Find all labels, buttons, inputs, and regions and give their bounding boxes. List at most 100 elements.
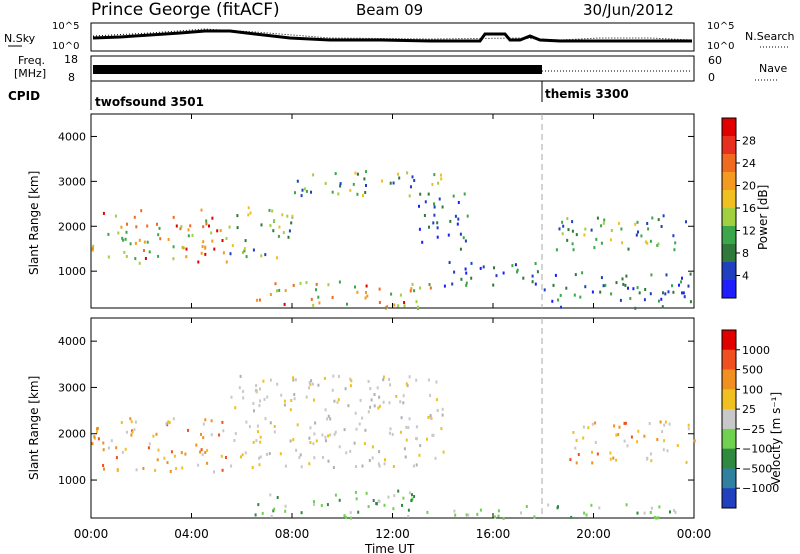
range-gate-cell (663, 423, 666, 427)
range-gate-cell (516, 268, 519, 272)
range-gate-cell (561, 232, 564, 236)
range-gate-cell (403, 304, 406, 308)
range-gate-cell (120, 421, 123, 424)
range-gate-cell (292, 378, 295, 382)
range-gate-cell (378, 500, 381, 503)
range-gate-cell (569, 458, 572, 462)
y-tick-label: 2000 (58, 428, 86, 441)
range-gate-cell (659, 420, 662, 424)
colorbar-tick-label: −100 (742, 443, 772, 456)
range-gate-cell (289, 408, 292, 412)
range-gate-cell (635, 233, 638, 237)
range-gate-cell (268, 208, 271, 212)
range-gate-cell (600, 224, 603, 228)
range-gate-cell (644, 240, 647, 244)
range-gate-cell (591, 461, 594, 465)
range-gate-cell (327, 459, 330, 463)
range-gate-cell (312, 442, 315, 446)
range-gate-cell (668, 422, 671, 426)
range-gate-cell (125, 230, 128, 234)
range-gate-cell (421, 240, 424, 244)
range-gate-cell (359, 398, 362, 402)
range-gate-cell (428, 225, 430, 229)
range-gate-cell (115, 446, 118, 450)
velocity-ylabel: Slant Range [km] (27, 376, 41, 480)
range-gate-cell (378, 404, 381, 408)
range-gate-cell (249, 211, 252, 215)
range-gate-cell (433, 213, 436, 217)
range-gate-cell (222, 429, 225, 433)
range-gate-cell (383, 462, 386, 466)
range-gate-cell (441, 205, 444, 209)
range-gate-cell (640, 234, 643, 238)
range-gate-cell (277, 234, 280, 238)
range-gate-cell (284, 504, 287, 508)
range-gate-cell (413, 289, 416, 293)
range-gate-cell (303, 187, 306, 191)
range-gate-cell (479, 266, 482, 270)
range-gate-cell (393, 494, 396, 498)
range-gate-cell (406, 171, 409, 175)
colorbar-segment (722, 262, 736, 281)
range-gate-cell (225, 260, 228, 264)
range-gate-cell (107, 232, 110, 236)
range-gate-cell (144, 257, 147, 260)
range-gate-cell (423, 214, 426, 217)
range-gate-cell (124, 447, 127, 451)
range-gate-cell (202, 225, 205, 229)
date-title: 30/Jun/2012 (583, 1, 674, 19)
range-gate-cell (443, 284, 446, 288)
velocity-colorbar: 1000 500 100 25 −25 −100 −500 −1000 (721, 329, 779, 509)
range-gate-cell (362, 194, 364, 197)
range-gate-cell (381, 179, 383, 183)
colorbar-segment (722, 244, 736, 263)
range-gate-cell (269, 378, 272, 382)
range-gate-cell (427, 192, 430, 196)
range-gate-cell (459, 232, 462, 236)
range-gate-cell (327, 283, 330, 287)
range-gate-cell (343, 428, 346, 432)
range-gate-cell (278, 225, 281, 229)
range-gate-cell (264, 417, 267, 421)
range-gate-cell (233, 439, 236, 442)
colorbar-segment (722, 448, 736, 469)
range-gate-cell (650, 506, 653, 510)
range-gate-cell (202, 422, 205, 426)
range-gate-cell (236, 226, 239, 230)
range-gate-cell (600, 276, 603, 280)
range-gate-cell (175, 224, 178, 228)
range-gate-cell (264, 253, 267, 257)
range-gate-cell (424, 200, 427, 204)
range-gate-cell (213, 470, 215, 474)
range-gate-cell (269, 224, 272, 228)
range-gate-cell (413, 495, 416, 498)
range-gate-cell (310, 190, 312, 194)
range-gate-cell (187, 428, 189, 432)
range-gate-cell (357, 510, 360, 514)
range-gate-cell (433, 205, 436, 209)
range-gate-cell (388, 377, 390, 381)
range-gate-cell (266, 395, 269, 399)
range-gate-cell (200, 251, 203, 255)
range-gate-cell (596, 216, 599, 220)
range-gate-cell (630, 435, 633, 439)
range-gate-cell (591, 450, 593, 454)
range-gate-cell (333, 399, 336, 403)
range-gate-cell (255, 439, 258, 443)
range-gate-cell (312, 303, 315, 307)
y-tick-label: 4000 (58, 130, 86, 143)
range-gate-cell (426, 437, 428, 441)
range-gate-cell (230, 464, 233, 468)
range-gate-cell (346, 302, 348, 306)
range-gate-cell (349, 377, 352, 381)
range-gate-cell (210, 433, 213, 437)
range-gate-cell (181, 466, 184, 470)
range-gate-cell (382, 400, 385, 404)
range-gate-cell (361, 464, 364, 468)
range-gate-cell (583, 511, 586, 515)
range-gate-cell (572, 431, 575, 434)
y-tick-label: 1000 (58, 474, 86, 487)
range-gate-cell (131, 430, 134, 434)
range-gate-cell (462, 236, 465, 240)
range-gate-cell (555, 248, 558, 252)
